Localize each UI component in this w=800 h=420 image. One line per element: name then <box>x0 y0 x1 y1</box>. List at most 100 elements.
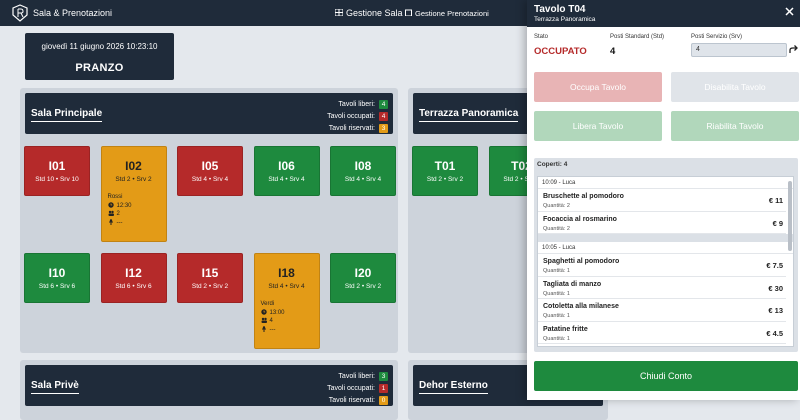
field-input[interactable]: 4 <box>691 43 787 57</box>
reservation-name: Verdi <box>261 300 319 309</box>
reservation: Verdi 13:00 4 --- <box>255 300 319 334</box>
reservation-text: 13:00 <box>269 309 285 316</box>
scrollbar[interactable] <box>788 181 792 251</box>
order-gap <box>538 234 793 242</box>
reservation-text: --- <box>116 219 123 226</box>
field: Posti Servizio (Srv) 4 <box>691 34 787 57</box>
table-seats: Std 2 • Srv 2 <box>191 283 229 290</box>
table-id: I20 <box>354 266 372 280</box>
reservation-text: --- <box>269 326 276 333</box>
table-id: I15 <box>201 266 219 280</box>
table-seats: Std 2 • Srv 2 <box>503 176 540 183</box>
reservation-name: Rossi <box>108 193 166 202</box>
table-id: I18 <box>278 266 295 280</box>
action-button[interactable]: Riabilita Tavolo <box>671 111 799 141</box>
table-card[interactable]: I18 Std 4 • Srv 4 Verdi 13:00 4 --- <box>253 253 320 349</box>
table-seats: Std 4 • Srv 4 <box>191 176 229 183</box>
icon <box>107 202 114 208</box>
item-name: Bruschette al pomodoro <box>543 193 624 200</box>
icon <box>261 326 266 332</box>
nav-link[interactable]: Gestione Prenotazioni <box>405 9 489 18</box>
room-name: Terrazza Panoramica <box>419 108 519 122</box>
order-item: Focaccia al rosmarino Quantità: 2 € 9 <box>538 212 786 234</box>
reservation-text: 4 <box>269 318 273 324</box>
item-name: Focaccia al rosmarino <box>543 215 617 223</box>
stat-row: Tavoli liberi: 4 <box>327 98 388 110</box>
table-id: I12 <box>125 266 142 280</box>
action-button[interactable]: Libera Tavolo <box>534 111 662 141</box>
apply-icon[interactable] <box>789 45 798 54</box>
item-qty: Quantità: 1 <box>543 268 570 274</box>
detail-title: Tavolo T04 <box>534 4 586 15</box>
item-name: Cotoletta alla milanese <box>543 303 619 310</box>
stat-label: Tavoli liberi: <box>338 372 375 380</box>
item-qty: Quantità: 2 <box>543 203 570 209</box>
icon <box>260 309 267 315</box>
table-card[interactable]: I15 Std 2 • Srv 2 <box>177 253 243 303</box>
item-name: Patatine fritte <box>543 325 588 333</box>
table-card[interactable]: I08 Std 4 • Srv 4 <box>330 146 396 196</box>
nav-link[interactable]: Gestione Sala <box>334 8 403 18</box>
order-header: 10:09 - Luca <box>538 177 793 189</box>
stat-label: Tavoli riservati: <box>328 124 375 132</box>
table-card[interactable]: I12 Std 6 • Srv 6 <box>100 253 167 303</box>
nav-link-text: Gestione Sala <box>346 8 403 18</box>
icon <box>261 318 267 324</box>
field-label: Posti Standard (Std) <box>610 34 665 40</box>
close-bill-button[interactable]: Chiudi Conto <box>534 361 798 391</box>
table-card[interactable]: T01 Std 2 • Srv 2 <box>412 146 478 196</box>
stat-label: Tavoli occupati: <box>327 384 375 392</box>
item-qty: Quantità: 1 <box>543 290 570 297</box>
item-price: € 11 <box>768 196 783 205</box>
nav-link-text: Gestione Prenotazioni <box>415 9 489 18</box>
close-icon[interactable] <box>785 7 794 16</box>
table-card[interactable]: I05 Std 4 • Srv 4 <box>177 146 243 196</box>
order-item: Bruschette al pomodoro Quantità: 2 € 11 <box>538 189 786 212</box>
field-label: Stato <box>534 34 549 40</box>
table-card[interactable]: I10 Std 6 • Srv 6 <box>24 253 90 303</box>
datetime: giovedì 11 giugno 2026 10:23:10 <box>41 42 158 51</box>
logo <box>12 4 28 22</box>
table-id: I08 <box>354 159 372 173</box>
reservation-guests: 2 <box>108 210 166 219</box>
action-button[interactable]: Occupa Tavolo <box>534 72 662 102</box>
table-seats: Std 6 • Srv 6 <box>38 283 76 290</box>
room-panel: Sala Principale Tavoli liberi: 4 Tavoli occ… <box>20 88 398 353</box>
room-stats: Tavoli liberi: 4 Tavoli occupati: 4 Tavoli r… <box>327 98 388 134</box>
action-button[interactable]: Disabilita Tavolo <box>671 72 799 102</box>
room-header: Sala Privè Tavoli liberi: 3 Tavoli occupati… <box>25 365 393 406</box>
table-id: I05 <box>201 159 219 173</box>
table-seats: Std 10 • Srv 10 <box>35 176 79 183</box>
item-price: € 13 <box>768 306 783 315</box>
item-price: € 9 <box>772 218 783 228</box>
stat-row: Tavoli riservati: 3 <box>327 122 388 134</box>
table-seats: Std 2 • Srv 2 <box>115 176 152 183</box>
field-label: Posti Servizio (Srv) <box>691 34 743 40</box>
reservation-note: --- <box>261 326 319 335</box>
reservation-text: 12:30 <box>116 202 132 209</box>
field-value: 4 <box>610 46 616 57</box>
reservation-guests: 4 <box>261 317 319 326</box>
brand[interactable]: Sala & Prenotazioni <box>33 8 113 18</box>
stat-row: Tavoli riservati: 0 <box>327 394 388 406</box>
field: Stato OCCUPATO <box>534 34 587 57</box>
stat-badge: 0 <box>379 395 388 405</box>
order-item: Patatine fritte Quantità: 1 € 4.5 <box>538 322 786 344</box>
clock-box: giovedì 11 giugno 2026 10:23:10 PRANZO <box>25 33 174 80</box>
reservation-text: Rossi <box>107 194 123 200</box>
order-item: Tagliata di manzo Quantità: 1 € 30 <box>538 277 786 299</box>
reservation: Rossi 12:30 2 --- <box>102 193 166 227</box>
table-seats: Std 2 • Srv 2 <box>426 176 464 183</box>
item-price: € 30 <box>768 283 783 293</box>
stat-badge: 3 <box>379 371 388 381</box>
item-price: € 4.5 <box>766 328 783 338</box>
table-card[interactable]: I20 Std 2 • Srv 2 <box>330 253 396 303</box>
stat-row: Tavoli occupati: 1 <box>327 382 388 394</box>
table-card[interactable]: I02 Std 2 • Srv 2 Rossi 12:30 2 --- <box>100 146 167 242</box>
stat-label: Tavoli riservati: <box>328 396 375 404</box>
table-grid: I01 Std 10 • Srv 10 I02 Std 2 • Srv 2 Rossi 1… <box>24 146 396 349</box>
table-card[interactable]: I06 Std 4 • Srv 4 <box>253 146 320 196</box>
table-card[interactable]: I01 Std 10 • Srv 10 <box>24 146 90 196</box>
table-seats: Std 4 • Srv 4 <box>268 176 305 183</box>
